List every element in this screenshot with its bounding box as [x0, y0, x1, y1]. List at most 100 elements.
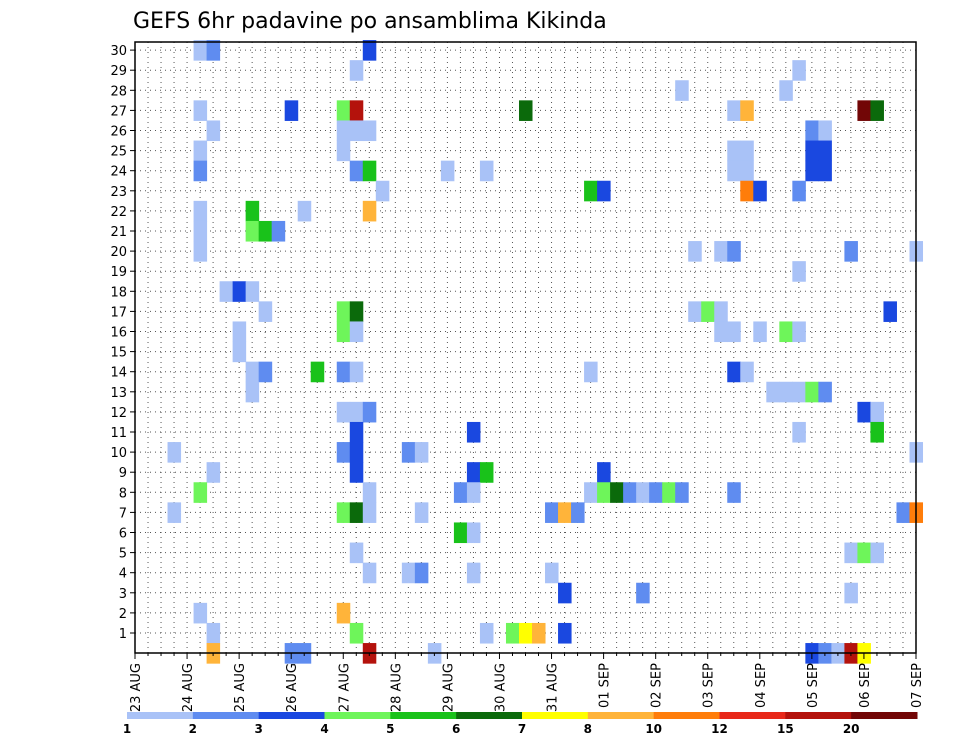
precip-cell	[336, 301, 351, 322]
precip-cell	[688, 301, 702, 322]
precip-cell	[349, 542, 364, 564]
precip-cell	[727, 241, 741, 262]
precip-cell	[258, 220, 273, 242]
precip-cell	[193, 40, 208, 61]
y-tick-label: 14	[110, 366, 127, 381]
precip-cell	[792, 261, 806, 282]
precip-cell	[727, 361, 741, 383]
precip-cell	[545, 502, 559, 523]
precip-cell	[727, 100, 741, 121]
precip-cell	[727, 140, 741, 162]
precip-cell	[453, 482, 468, 503]
y-tick-label: 22	[110, 205, 127, 220]
precip-cell	[740, 100, 754, 121]
precip-cell	[518, 100, 533, 121]
precip-cell	[766, 381, 780, 403]
precip-cell	[623, 482, 637, 503]
precip-cell	[401, 562, 416, 584]
precip-cell	[206, 120, 221, 142]
precip-cells	[167, 40, 924, 664]
y-tick-label: 7	[119, 506, 127, 521]
precip-cell	[336, 100, 351, 121]
precip-cell	[193, 160, 208, 182]
y-tick-label: 27	[110, 104, 127, 119]
x-tick-label: 06 SEP	[858, 663, 873, 708]
precip-cell	[818, 140, 832, 162]
precip-cell	[740, 160, 754, 182]
precip-cell	[688, 241, 702, 262]
precip-cell	[675, 80, 689, 101]
precip-cell	[349, 502, 364, 523]
precip-cell	[479, 622, 494, 644]
legend-swatch	[127, 712, 194, 719]
precip-cell	[597, 180, 611, 202]
x-tick-label: 25 AUG	[233, 663, 248, 712]
precip-cell	[258, 301, 273, 322]
x-axis: 23 AUG 24 AUG 25 AUG 26 AUG 27 AUG 28 AUG 29 A…	[129, 653, 925, 712]
precip-cell	[584, 482, 598, 503]
precip-cell	[349, 462, 364, 483]
legend-swatch	[785, 712, 852, 719]
precip-cell	[545, 562, 559, 584]
precip-cell	[896, 502, 910, 523]
precip-cell	[336, 401, 351, 423]
precip-cell	[414, 442, 429, 463]
precip-cell	[727, 321, 741, 343]
precip-cell	[870, 421, 884, 443]
precip-cell	[805, 120, 819, 142]
chart-title: GEFS 6hr padavine po ansamblima Kikinda	[133, 9, 607, 34]
x-tick-label: 01 SEP	[598, 663, 613, 708]
x-tick-label: 30 AUG	[493, 663, 508, 712]
precip-cell	[336, 502, 351, 523]
y-tick-label: 13	[110, 386, 127, 401]
precip-cell	[349, 622, 364, 644]
precip-cell	[284, 100, 299, 121]
precip-cell	[558, 502, 572, 523]
x-tick-label: 04 SEP	[754, 663, 769, 708]
precip-cell	[479, 462, 494, 483]
y-tick-label: 12	[110, 406, 127, 421]
y-axis: 1234567891011121314151617181920212223242…	[110, 44, 135, 642]
precip-cell	[336, 361, 351, 383]
precip-cell	[844, 582, 858, 604]
precip-cell	[753, 321, 767, 343]
precip-cell	[870, 401, 884, 423]
x-tick-label: 26 AUG	[285, 663, 300, 712]
precip-cell	[857, 542, 871, 564]
precip-cell	[349, 60, 364, 81]
precip-cell	[714, 241, 728, 262]
precip-cell	[479, 160, 494, 182]
legend-label: 4	[320, 722, 328, 736]
y-tick-label: 25	[110, 145, 127, 160]
legend-label: 3	[254, 722, 262, 736]
y-tick-label: 28	[110, 84, 127, 99]
precip-cell	[245, 200, 260, 222]
precip-cell	[193, 100, 208, 121]
legend-label: 2	[189, 722, 197, 736]
precip-cell	[453, 522, 468, 544]
precip-cell	[518, 622, 533, 644]
precip-cell	[349, 321, 364, 343]
y-tick-label: 5	[119, 547, 127, 562]
x-tick-label: 23 AUG	[129, 663, 144, 712]
y-tick-label: 4	[119, 567, 127, 582]
precip-cell	[466, 562, 481, 584]
y-tick-label: 3	[119, 587, 127, 602]
legend-swatch	[192, 712, 260, 719]
precip-cell	[310, 361, 325, 383]
precip-cell	[193, 140, 208, 162]
legend-label: 1	[123, 722, 131, 736]
precip-cell	[193, 200, 208, 222]
precip-cell	[349, 160, 364, 182]
legend-swatch	[587, 712, 655, 719]
precip-cell	[805, 140, 819, 162]
precip-cell	[362, 40, 377, 61]
precip-cell	[792, 421, 806, 443]
precip-cell	[362, 120, 377, 142]
legend-label: 8	[584, 722, 592, 736]
precip-cell	[740, 361, 754, 383]
y-tick-label: 21	[110, 225, 127, 240]
precip-cell	[245, 220, 260, 242]
y-tick-label: 16	[110, 326, 127, 341]
